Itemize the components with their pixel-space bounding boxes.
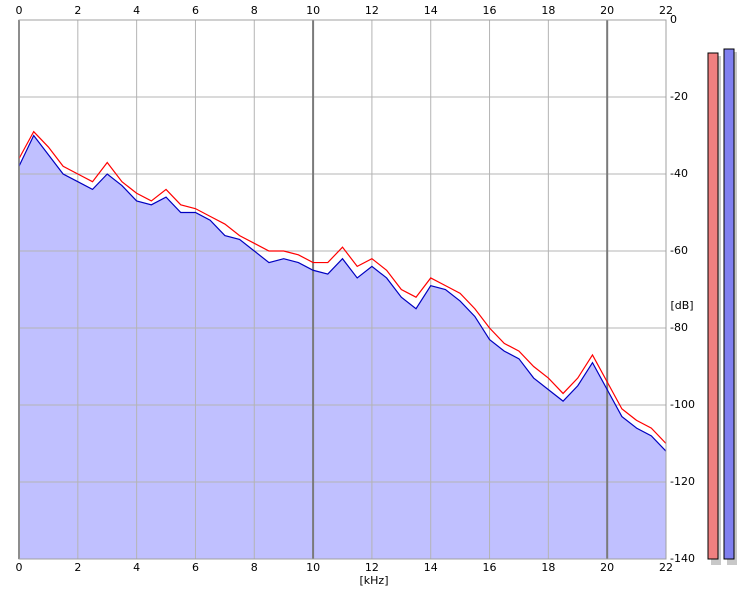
- x-tick-label-bottom: 4: [133, 561, 140, 574]
- x-tick-label-top: 14: [424, 4, 438, 17]
- x-tick-label-top: 6: [192, 4, 199, 17]
- y-tick-label: -100: [670, 398, 695, 411]
- x-tick-label-top: 4: [133, 4, 140, 17]
- x-axis-label: [kHz]: [360, 574, 389, 587]
- y-tick-label: -80: [670, 321, 688, 334]
- x-tick-label-top: 18: [541, 4, 555, 17]
- x-tick-label-top: 0: [16, 4, 23, 17]
- x-tick-label-bottom: 2: [74, 561, 81, 574]
- y-tick-label: -120: [670, 475, 695, 488]
- y-tick-label: -20: [670, 90, 688, 103]
- x-tick-label-top: 22: [659, 4, 673, 17]
- plot: 002244668810101212141416161818202022220-…: [16, 4, 695, 574]
- spectrum-area: [19, 135, 666, 559]
- y-tick-label: 0: [670, 13, 677, 26]
- right-level-meter: [723, 48, 735, 560]
- x-tick-label-bottom: 6: [192, 561, 199, 574]
- spectrum-line: [18, 134, 667, 452]
- spectrum-line: [18, 130, 667, 444]
- x-tick-label-bottom: 10: [306, 561, 320, 574]
- x-tick-label-bottom: 20: [600, 561, 614, 574]
- x-tick-label-bottom: 8: [251, 561, 258, 574]
- y-axis-label: [dB]: [670, 299, 693, 312]
- x-tick-label-top: 2: [74, 4, 81, 17]
- x-tick-label-top: 20: [600, 4, 614, 17]
- x-tick-label-bottom: 16: [483, 561, 497, 574]
- x-tick-label-bottom: 14: [424, 561, 438, 574]
- x-tick-label-bottom: 12: [365, 561, 379, 574]
- x-tick-label-bottom: 22: [659, 561, 673, 574]
- x-tick-label-bottom: 18: [541, 561, 555, 574]
- y-tick-label: -40: [670, 167, 688, 180]
- x-tick-label-bottom: 0: [16, 561, 23, 574]
- x-tick-label-top: 16: [483, 4, 497, 17]
- y-tick-label: -60: [670, 244, 688, 257]
- y-tick-label: -140: [670, 552, 695, 565]
- left-level-meter: [707, 52, 719, 560]
- x-tick-label-top: 8: [251, 4, 258, 17]
- plot-frame: [18, 19, 667, 560]
- x-tick-label-top: 10: [306, 4, 320, 17]
- x-tick-label-top: 12: [365, 4, 379, 17]
